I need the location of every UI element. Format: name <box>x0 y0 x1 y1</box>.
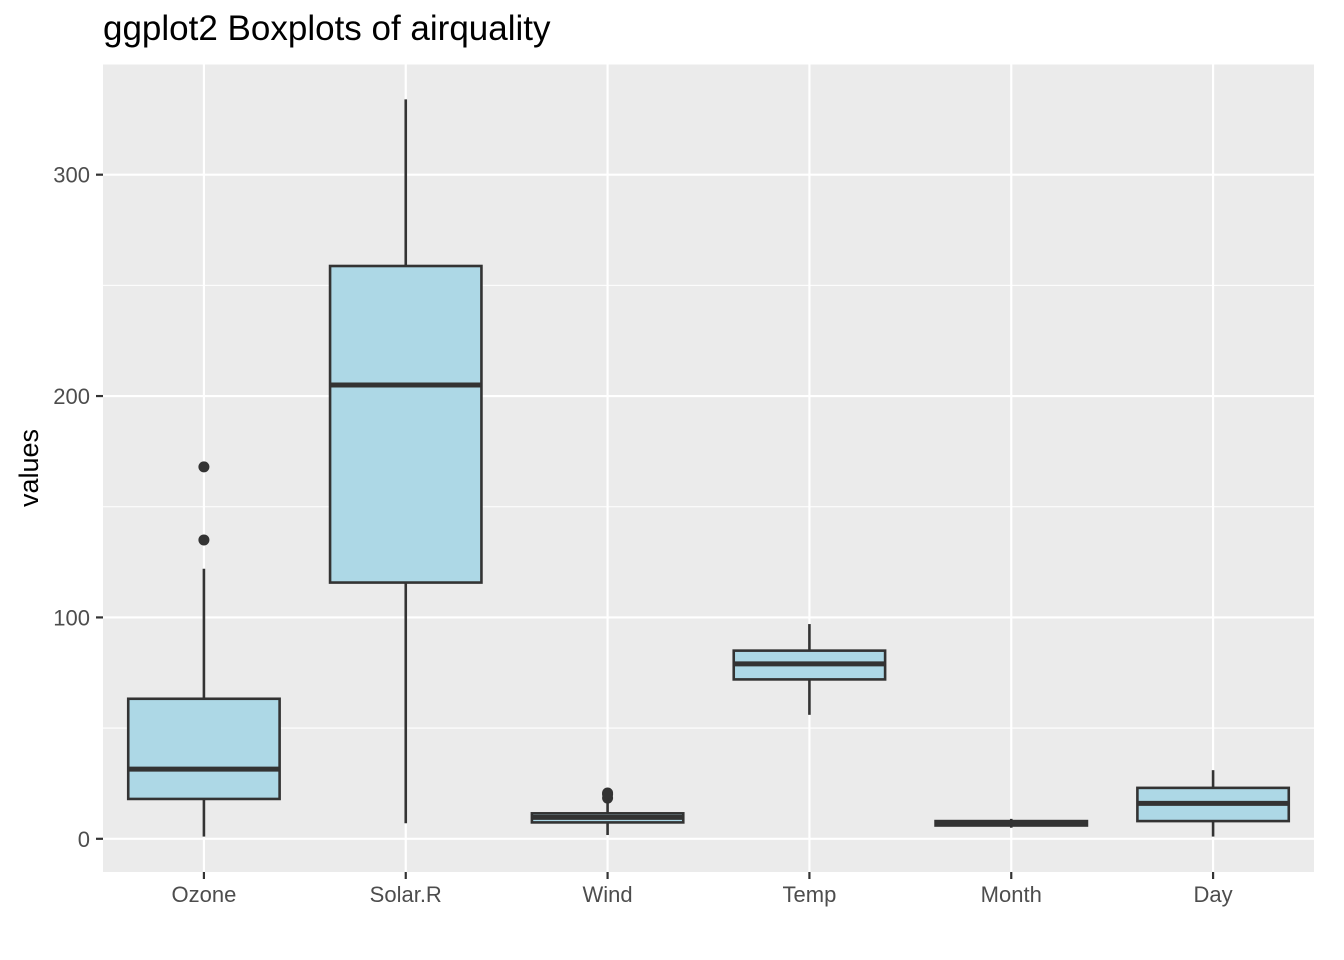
y-tick-label: 200 <box>53 384 90 409</box>
y-tick-label: 300 <box>53 163 90 188</box>
minor-gridlines <box>103 63 1314 729</box>
x-axis: Ozone Solar.R Wind Temp Month Day <box>172 872 1233 907</box>
x-tick-label: Wind <box>583 882 633 907</box>
outlier-point <box>198 534 210 546</box>
y-axis: 0 100 200 300 <box>53 163 103 852</box>
x-tick-label: Ozone <box>172 882 237 907</box>
plot-panel <box>103 64 1314 872</box>
outlier-point <box>198 461 210 473</box>
y-tick-label: 0 <box>78 827 90 852</box>
outlier-point <box>602 787 614 799</box>
box-series <box>126 99 1291 837</box>
box-iqr <box>328 264 483 584</box>
box-solar-r <box>328 99 483 824</box>
box-iqr <box>126 697 281 801</box>
x-tick-label: Temp <box>783 882 837 907</box>
x-tick-label: Month <box>981 882 1042 907</box>
box-day <box>1136 770 1291 837</box>
box-ozone <box>126 461 281 837</box>
x-tick-label: Solar.R <box>370 882 442 907</box>
box-temp <box>732 624 887 715</box>
box-month <box>934 818 1089 828</box>
x-tick-label: Day <box>1194 882 1233 907</box>
y-axis-title: values <box>14 429 44 507</box>
chart-title: ggplot2 Boxplots of airquality <box>103 9 551 48</box>
y-tick-label: 100 <box>53 605 90 630</box>
box-wind <box>530 787 685 836</box>
